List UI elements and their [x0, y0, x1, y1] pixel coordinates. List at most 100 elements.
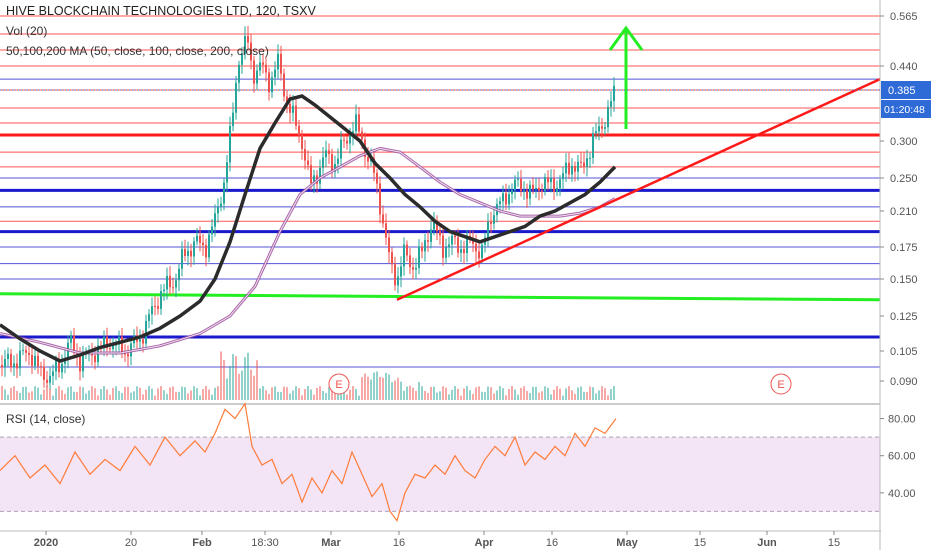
horizontal-levels	[0, 15, 881, 368]
candle-body	[535, 187, 537, 190]
candle-body	[34, 355, 36, 366]
candle-body	[55, 359, 57, 372]
candle-body	[235, 82, 237, 113]
volume-bar	[610, 389, 612, 400]
candle-body	[13, 363, 15, 368]
volume-bar	[100, 389, 102, 400]
candle-body	[514, 179, 516, 191]
volume-bar	[394, 380, 396, 400]
candle-body	[418, 246, 420, 268]
candle-body	[220, 203, 222, 207]
ma-50-line	[0, 94, 617, 363]
candle-body	[481, 244, 483, 259]
volume-bar	[91, 386, 93, 400]
candle-body	[118, 336, 120, 345]
candle-body	[427, 240, 429, 242]
volume-bar	[151, 388, 153, 400]
candle-body	[358, 114, 360, 132]
candle-body	[451, 235, 453, 245]
candle-body	[37, 355, 39, 367]
candle-body	[244, 36, 246, 54]
candle-body	[115, 344, 117, 346]
candle-body	[544, 177, 546, 192]
candle-body	[529, 184, 531, 199]
candle-body	[49, 375, 51, 383]
volume-bar	[466, 386, 468, 400]
symbol-title[interactable]: HIVE BLOCKCHAIN TECHNOLOGIES LTD, 120, T…	[6, 4, 316, 18]
candle-body	[253, 60, 255, 84]
candle-body	[70, 335, 72, 343]
candle-body	[232, 112, 234, 126]
volume-bar	[235, 356, 237, 400]
y-tick-label: 0.210	[890, 206, 918, 218]
volume-bar	[613, 386, 615, 400]
volume-bar	[583, 391, 585, 400]
volume-bar	[559, 388, 561, 400]
candle-body	[79, 356, 81, 372]
candle-body	[112, 345, 114, 349]
candle-body	[319, 167, 321, 184]
volume-bar	[460, 395, 462, 400]
volume-bar	[463, 388, 465, 400]
candle-body	[280, 53, 282, 74]
volume-bar	[88, 390, 90, 400]
earnings-marker	[328, 373, 350, 395]
volume-bar	[523, 386, 525, 400]
rsi-tick-label: 40.00	[888, 488, 916, 500]
y-tick-label: 0.565	[890, 11, 918, 23]
volume-bar	[370, 379, 372, 400]
volume-bar	[133, 391, 135, 400]
volume-bar	[511, 386, 513, 400]
volume-bar	[103, 386, 105, 400]
candle-body	[526, 190, 528, 199]
candle-body	[193, 241, 195, 257]
volume-bar	[535, 386, 537, 400]
volume-bar	[238, 373, 240, 400]
volume-bar	[517, 394, 519, 400]
candle-body	[379, 183, 381, 215]
volume-bar	[61, 390, 63, 400]
candle-body	[154, 306, 156, 308]
volume-bar	[145, 389, 147, 400]
volume-bar	[277, 391, 279, 400]
candle-body	[229, 125, 231, 163]
candle-body	[187, 250, 189, 257]
rsi-indicator-label[interactable]: RSI (14, close)	[6, 412, 86, 426]
candle-body	[538, 187, 540, 191]
volume-bar	[397, 377, 399, 400]
candle-body	[532, 184, 534, 190]
candle-body	[424, 240, 426, 252]
candle-body	[412, 267, 414, 270]
volume-bar	[349, 389, 351, 400]
volume-bar	[382, 377, 384, 400]
volume-bar	[310, 389, 312, 400]
volume-bar	[547, 387, 549, 400]
candle-body	[502, 193, 504, 202]
volume-bar	[574, 393, 576, 400]
ma-indicator-label[interactable]: 50,100,200 MA (50, close, 100, close, 20…	[6, 44, 269, 58]
candle-body	[478, 251, 480, 259]
price-badges: 0.385 01:20:48	[0, 81, 931, 118]
candle-body	[181, 248, 183, 269]
volume-bar	[67, 387, 69, 400]
volume-indicator-label[interactable]: Vol (20)	[6, 24, 48, 38]
support-trendline	[396, 77, 881, 301]
volume-bar	[34, 386, 36, 400]
candle-body	[190, 250, 192, 257]
volume-bar	[202, 389, 204, 400]
volume-bar	[289, 393, 291, 400]
volume-bar	[475, 387, 477, 400]
volume-bar	[433, 386, 435, 400]
volume-bar	[82, 387, 84, 400]
candle-body	[598, 126, 600, 132]
candle-body	[388, 237, 390, 253]
volume-bar	[316, 387, 318, 400]
candle-body	[304, 149, 306, 161]
candle-body	[226, 162, 228, 183]
candle-body	[103, 336, 105, 346]
candle-body	[292, 105, 294, 113]
candle-body	[19, 350, 21, 369]
candle-body	[400, 266, 402, 277]
